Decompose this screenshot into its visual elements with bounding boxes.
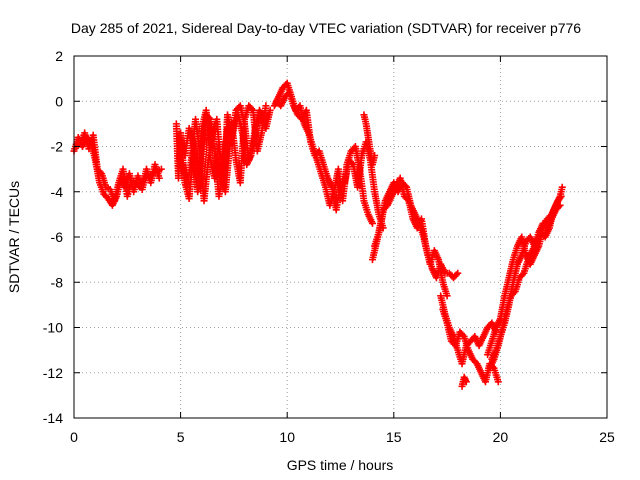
data-point [454,269,462,277]
data-point [348,159,356,167]
y-tick-label: -12 [43,365,63,381]
data-point [459,331,467,339]
y-axis-label: SDTVAR / TECUs [6,181,22,293]
y-tick-label: -8 [51,274,64,290]
data-point [260,115,268,123]
y-tick-label: -10 [43,320,63,336]
x-tick-label: 0 [70,429,78,445]
data-point [371,152,379,160]
data-point [556,194,564,202]
data-point [518,271,526,279]
data-point [558,183,566,191]
data-point [368,219,376,227]
data-point [557,192,565,200]
data-point [452,271,460,279]
data-point [556,201,564,209]
data-point [462,378,470,386]
x-tick-label: 25 [599,429,615,445]
data-point [494,378,502,386]
data-point [248,105,256,113]
data-point [205,114,213,122]
data-point [96,168,104,176]
data-point [555,203,563,211]
y-tick-label: -2 [51,139,64,155]
y-tick-label: 2 [55,48,63,64]
x-tick-label: 10 [279,429,295,445]
x-tick-label: 15 [386,429,402,445]
y-tick-label: 0 [55,93,63,109]
y-tick-label: -14 [43,410,63,426]
data-point [157,165,165,173]
y-tick-label: -6 [51,229,64,245]
x-tick-label: 5 [177,429,185,445]
data-point [443,292,451,300]
data-point [403,195,411,203]
data-points [70,79,566,390]
x-axis-label: GPS time / hours [287,457,394,473]
data-point [262,102,270,110]
x-tick-label: 20 [493,429,509,445]
chart-title: Day 285 of 2021, Sidereal Day-to-day VTE… [71,20,581,36]
data-point [155,174,163,182]
y-tick-label: -4 [51,184,64,200]
grid-lines [74,56,607,418]
